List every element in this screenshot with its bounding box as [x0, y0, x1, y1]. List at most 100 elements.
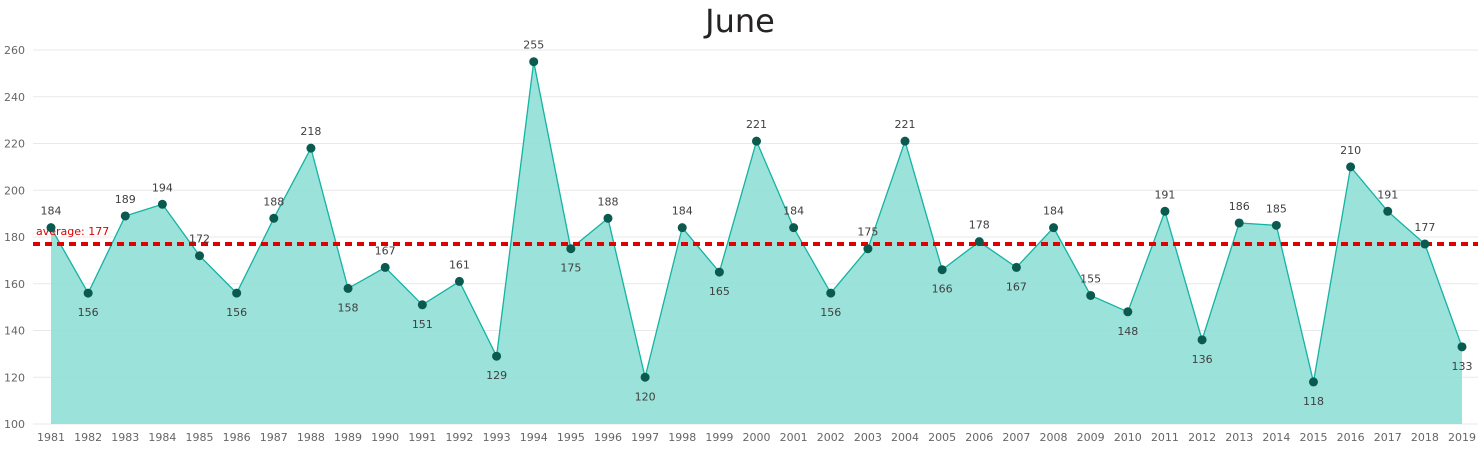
- y-axis: 100 120 140 160 180 200 220 240 260: [4, 44, 25, 431]
- x-axis: 1981 1982 1983 1984 1985 1986 1987 1988 1989 1990…: [37, 431, 1476, 444]
- data-point: [677, 223, 687, 233]
- data-markers: [46, 57, 1467, 387]
- data-label: 166: [932, 283, 953, 296]
- data-point: [343, 283, 353, 293]
- data-point: [157, 199, 167, 209]
- x-tick-label: 1988: [297, 431, 325, 444]
- y-tick-label: 180: [4, 231, 25, 244]
- x-tick-label: 2013: [1225, 431, 1253, 444]
- data-point: [1049, 223, 1059, 233]
- x-tick-label: 2002: [817, 431, 845, 444]
- data-point: [640, 372, 650, 382]
- x-tick-label: 1985: [186, 431, 214, 444]
- data-label: 255: [523, 39, 544, 52]
- data-point: [120, 211, 130, 221]
- data-point: [454, 276, 464, 286]
- data-label: 156: [226, 306, 247, 319]
- x-tick-label: 2001: [780, 431, 808, 444]
- data-point: [937, 265, 947, 275]
- x-tick-label: 1999: [705, 431, 733, 444]
- x-tick-label: 1983: [111, 431, 139, 444]
- data-point: [1160, 206, 1170, 216]
- y-tick-label: 120: [4, 371, 25, 384]
- x-tick-label: 2009: [1077, 431, 1105, 444]
- data-point: [566, 244, 576, 254]
- data-label: 175: [857, 226, 878, 239]
- data-point: [1271, 220, 1281, 230]
- data-point: [1308, 377, 1318, 387]
- data-point: [417, 300, 427, 310]
- x-tick-label: 2010: [1114, 431, 1142, 444]
- data-label: 175: [560, 262, 581, 275]
- data-label: 194: [152, 181, 173, 194]
- data-label: 177: [1414, 221, 1435, 234]
- x-tick-label: 2017: [1374, 431, 1402, 444]
- x-tick-label: 1984: [148, 431, 176, 444]
- data-labels: 184 156 189 194 172 156 188 218 158 167 151 161 129 2…: [41, 39, 1473, 408]
- x-tick-label: 2018: [1411, 431, 1439, 444]
- data-label: 161: [449, 258, 470, 271]
- x-tick-label: 1981: [37, 431, 65, 444]
- data-label: 129: [486, 369, 507, 382]
- data-label: 133: [1452, 360, 1473, 373]
- data-point: [1420, 239, 1430, 249]
- x-tick-label: 2015: [1299, 431, 1327, 444]
- y-tick-label: 140: [4, 325, 25, 338]
- data-label: 165: [709, 285, 730, 298]
- data-label: 221: [895, 118, 916, 131]
- x-tick-label: 2007: [1002, 431, 1030, 444]
- data-point: [603, 213, 613, 223]
- data-label: 210: [1340, 144, 1361, 157]
- data-label: 185: [1266, 202, 1287, 215]
- x-tick-label: 1990: [371, 431, 399, 444]
- x-tick-label: 2005: [928, 431, 956, 444]
- data-label: 191: [1377, 188, 1398, 201]
- data-label: 186: [1229, 200, 1250, 213]
- data-label: 118: [1303, 395, 1324, 408]
- chart-title: June: [705, 2, 775, 40]
- data-point: [1383, 206, 1393, 216]
- data-label: 188: [597, 195, 618, 208]
- data-label: 221: [746, 118, 767, 131]
- y-tick-label: 100: [4, 418, 25, 431]
- y-tick-label: 160: [4, 278, 25, 291]
- x-tick-label: 1997: [631, 431, 659, 444]
- data-label: 156: [78, 306, 99, 319]
- data-point: [46, 223, 56, 233]
- data-label: 218: [300, 125, 321, 138]
- x-tick-label: 1994: [520, 431, 548, 444]
- x-tick-label: 1991: [408, 431, 436, 444]
- data-label: 167: [375, 244, 396, 257]
- x-tick-label: 2012: [1188, 431, 1216, 444]
- data-point: [826, 288, 836, 298]
- data-label: 156: [820, 306, 841, 319]
- data-point: [1197, 335, 1207, 345]
- data-label: 178: [969, 219, 990, 232]
- x-tick-label: 1996: [594, 431, 622, 444]
- data-point: [529, 57, 539, 67]
- x-tick-label: 1989: [334, 431, 362, 444]
- data-point: [752, 136, 761, 146]
- data-point: [492, 351, 502, 361]
- data-label: 184: [672, 205, 693, 218]
- data-point: [1011, 262, 1021, 272]
- x-tick-label: 2016: [1337, 431, 1365, 444]
- x-tick-label: 1992: [445, 431, 473, 444]
- y-tick-label: 220: [4, 138, 25, 151]
- data-label: 167: [1006, 280, 1027, 293]
- data-label: 151: [412, 318, 433, 331]
- data-label: 120: [635, 390, 656, 403]
- data-label: 188: [263, 195, 284, 208]
- y-tick-label: 260: [4, 44, 25, 57]
- data-point: [863, 244, 873, 254]
- data-label: 191: [1154, 188, 1175, 201]
- y-tick-label: 240: [4, 91, 25, 104]
- x-tick-label: 2006: [965, 431, 993, 444]
- data-label: 158: [338, 301, 359, 314]
- x-tick-label: 1987: [260, 431, 288, 444]
- x-tick-label: 2004: [891, 431, 919, 444]
- data-point: [974, 237, 984, 247]
- data-point: [195, 251, 205, 261]
- x-tick-label: 2019: [1448, 431, 1476, 444]
